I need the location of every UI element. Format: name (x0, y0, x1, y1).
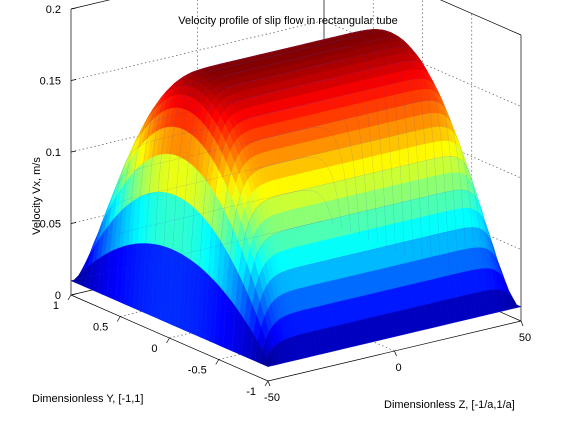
tick-mark (215, 359, 220, 365)
tick-mark (166, 337, 170, 344)
mesh-line (178, 36, 432, 328)
tick-mark (264, 380, 269, 387)
mesh-line (223, 126, 477, 348)
tick-mark (70, 222, 77, 224)
tick-mark (67, 294, 72, 301)
v-tick-label: 0.2 (46, 4, 61, 16)
mesh-line (70, 220, 325, 281)
grid-line (70, 20, 325, 81)
tick-mark (70, 7, 77, 10)
tick-mark (70, 79, 77, 81)
mesh-line (267, 306, 522, 367)
velocity-surface (70, 29, 522, 367)
v-tick-label: 0.1 (46, 147, 61, 159)
tick-labels: 0 0.05 0.1 0.15 0.2 1 0.5 0 -0.5 -1 -50 0 50 (40, 4, 532, 404)
y-tick-label: -1 (246, 386, 256, 398)
velocity-axis-label: Velocity Vx, m/s (31, 157, 43, 235)
axis-box (67, 7, 524, 387)
y-tick-label: 0 (151, 343, 157, 355)
mesh-line (240, 189, 495, 356)
tick-mark (394, 350, 397, 357)
mesh-line (142, 37, 396, 313)
mesh-line (214, 100, 468, 344)
tick-mark (520, 320, 524, 327)
mesh-line (205, 78, 459, 340)
mesh-line (124, 61, 378, 305)
y-tick-label: 0.5 (93, 322, 108, 334)
surface-patch (263, 357, 272, 367)
mesh-line (151, 31, 405, 316)
z-tick-label: 50 (519, 332, 531, 344)
v-tick-label: 0 (55, 290, 61, 302)
mesh-line (115, 79, 369, 301)
mesh-line (106, 101, 360, 297)
box-edge (439, 0, 522, 36)
mesh-line (258, 268, 513, 363)
y-axis-label: Dimensionless Y, [-1,1] (32, 393, 143, 405)
tick-mark (116, 316, 121, 322)
mesh-line (160, 29, 414, 320)
tick-mark (267, 380, 271, 387)
chart-title: Velocity profile of slip flow in rectang… (178, 15, 398, 27)
mesh-line (187, 46, 441, 332)
mesh-line (79, 190, 334, 285)
mesh-line (133, 47, 387, 309)
mesh-line (169, 31, 423, 324)
z-axis-label: Dimensionless Z, [-1/a,1/a] (384, 399, 515, 411)
tick-mark (70, 293, 77, 296)
y-tick-label: -0.5 (188, 365, 207, 377)
mesh-line (88, 156, 343, 289)
y-tick-label: 1 (53, 300, 59, 312)
v-tick-label: 0.05 (40, 219, 61, 231)
z-tick-label: -50 (264, 392, 280, 404)
tick-mark (70, 150, 77, 153)
v-tick-label: 0.15 (40, 76, 61, 88)
z-tick-label: 0 (395, 362, 401, 374)
mesh-line (232, 156, 486, 352)
mesh-line (97, 127, 352, 293)
mesh-line (196, 60, 450, 336)
mesh-line (249, 227, 504, 359)
